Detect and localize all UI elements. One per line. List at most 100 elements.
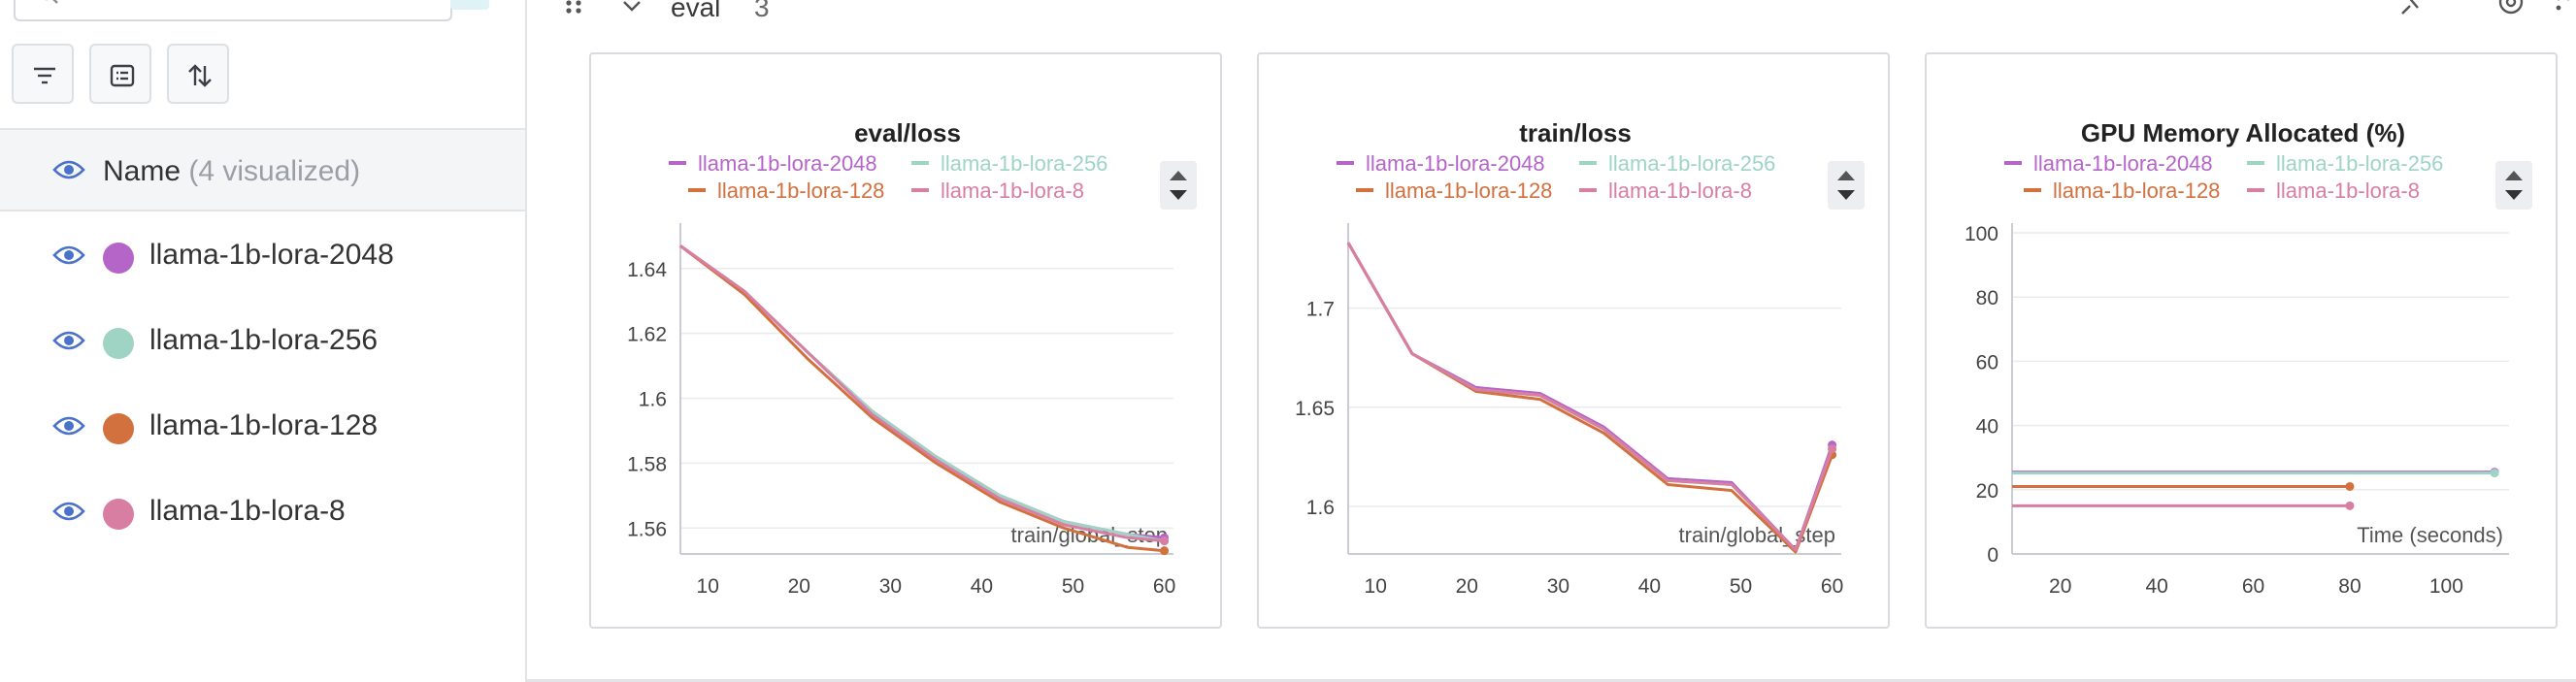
y-tick-label: 60 [1976, 351, 1998, 373]
y-tick-label: 1.64 [627, 259, 667, 281]
drag-handle-icon[interactable] [564, 0, 585, 18]
x-tick-label: 10 [697, 575, 719, 598]
run-row[interactable]: llama-1b-lora-2048 [0, 219, 525, 297]
legend-label: llama-1b-lora-128 [717, 179, 884, 203]
series-line [1346, 242, 1834, 552]
x-tick-label: 30 [879, 575, 902, 598]
y-tick-label: 1.65 [1295, 398, 1335, 420]
run-color-dot[interactable] [103, 413, 134, 444]
legend-label: llama-1b-lora-2048 [2033, 151, 2213, 176]
eye-icon[interactable] [52, 330, 85, 356]
legend-scroll-up-icon[interactable] [1170, 171, 1187, 180]
chart-panel-eval-loss[interactable]: eval/loss llama-1b-lora-2048 llama-1b-lora… [589, 52, 1222, 629]
series-line [1346, 242, 1834, 552]
run-name[interactable]: llama-1b-lora-128 [149, 409, 379, 441]
y-tick-label: 20 [1976, 480, 1998, 503]
chart-title: GPU Memory Allocated (%) [2081, 118, 2405, 147]
chart-title: eval/loss [854, 118, 961, 147]
legend-scroll-down-icon[interactable] [2505, 190, 2523, 200]
search-icon [37, 0, 60, 15]
name-header-label: Name (4 visualized) [103, 155, 360, 188]
x-tick-label: 40 [971, 575, 993, 598]
legend-label: llama-1b-lora-256 [1608, 151, 1775, 176]
chart-panel-gpu-memory[interactable]: GPU Memory Allocated (%) llama-1b-lora-20… [1925, 52, 2558, 629]
x-tick-label: 50 [1062, 575, 1084, 598]
legend-label: llama-1b-lora-2048 [698, 151, 877, 176]
series-end-point [1160, 546, 1170, 556]
run-name[interactable]: llama-1b-lora-2048 [149, 239, 394, 271]
x-tick-label: 40 [1638, 575, 1661, 598]
run-row[interactable]: llama-1b-lora-128 [0, 390, 525, 468]
columns-button[interactable] [89, 44, 151, 104]
legend-label: llama-1b-lora-8 [2276, 179, 2420, 203]
y-tick-label: 1.6 [1306, 497, 1335, 519]
run-name[interactable]: llama-1b-lora-8 [149, 495, 346, 527]
x-axis-label: Time (seconds) [2357, 523, 2503, 547]
legend-label: llama-1b-lora-128 [1385, 179, 1552, 203]
series-line [679, 244, 1165, 543]
legend-scroll-up-icon[interactable] [1837, 171, 1855, 180]
section-title[interactable]: eval [671, 0, 721, 22]
legend-scroll-up-icon[interactable] [2505, 171, 2523, 180]
chart-panel-train-loss[interactable]: train/loss llama-1b-lora-2048 llama-1b-lor… [1257, 52, 1890, 629]
x-tick-label: 50 [1730, 575, 1752, 598]
legend-label: llama-1b-lora-256 [941, 151, 1107, 176]
section-header: eval 3 [525, 0, 2576, 29]
filter-button[interactable] [12, 44, 74, 104]
run-color-dot[interactable] [103, 243, 134, 274]
run-row[interactable]: llama-1b-lora-256 [0, 305, 525, 382]
series-end-point [2345, 481, 2355, 491]
run-row[interactable]: llama-1b-lora-8 [0, 475, 525, 553]
eye-icon[interactable] [52, 415, 85, 441]
series-end-point [1828, 444, 1837, 454]
eye-icon[interactable] [52, 244, 85, 271]
run-color-dot[interactable] [103, 328, 134, 359]
section-divider [525, 679, 2576, 682]
name-column-header[interactable]: Name (4 visualized) [0, 128, 525, 211]
series-line [1346, 242, 1834, 554]
series-line [679, 244, 1165, 543]
x-tick-label: 20 [788, 575, 810, 598]
x-tick-label: 60 [1821, 575, 1843, 598]
eye-icon[interactable] [52, 501, 85, 527]
x-tick-label: 60 [1153, 575, 1175, 598]
x-axis-label: train/global_step [1679, 523, 1835, 547]
x-tick-label: 30 [1547, 575, 1569, 598]
legend-scroll-down-icon[interactable] [1837, 190, 1855, 200]
series-line [679, 244, 1165, 539]
table-list-icon [110, 64, 135, 87]
search-chip[interactable] [450, 0, 489, 10]
series-end-point [2490, 469, 2499, 478]
legend-label: llama-1b-lora-8 [941, 179, 1084, 203]
legend-scroll-control[interactable] [1160, 161, 1197, 210]
y-tick-label: 1.58 [627, 453, 667, 475]
x-tick-label: 60 [2242, 575, 2264, 598]
y-tick-label: 1.56 [627, 518, 667, 540]
y-tick-label: 80 [1976, 287, 1998, 309]
chevron-down-icon[interactable] [622, 0, 642, 18]
legend-scroll-control[interactable] [2495, 161, 2532, 210]
legend-label: llama-1b-lora-128 [2053, 179, 2220, 203]
series-end-point [2345, 501, 2355, 510]
chart-svg: eval/loss llama-1b-lora-2048 llama-1b-lora… [627, 118, 1175, 598]
y-tick-label: 0 [1987, 544, 1998, 567]
legend-scroll-control[interactable] [1828, 161, 1865, 210]
pin-icon[interactable] [2398, 0, 2427, 20]
sort-arrows-icon [188, 64, 212, 87]
settings-gear-icon[interactable] [2495, 0, 2526, 20]
filter-icon [34, 67, 55, 84]
more-options-icon[interactable] [2554, 0, 2575, 20]
x-tick-label: 40 [2145, 575, 2167, 598]
visualized-count: (4 visualized) [188, 155, 361, 187]
y-tick-label: 1.7 [1306, 299, 1335, 321]
sort-button[interactable] [167, 44, 229, 104]
run-color-dot[interactable] [103, 499, 134, 530]
x-tick-label: 100 [2429, 575, 2463, 598]
series-end-point [1160, 536, 1170, 546]
x-tick-label: 80 [2338, 575, 2361, 598]
legend-scroll-down-icon[interactable] [1170, 190, 1187, 200]
y-tick-label: 1.6 [639, 389, 667, 411]
eye-icon[interactable] [52, 159, 85, 185]
search-input[interactable] [14, 0, 489, 21]
run-name[interactable]: llama-1b-lora-256 [149, 324, 379, 356]
